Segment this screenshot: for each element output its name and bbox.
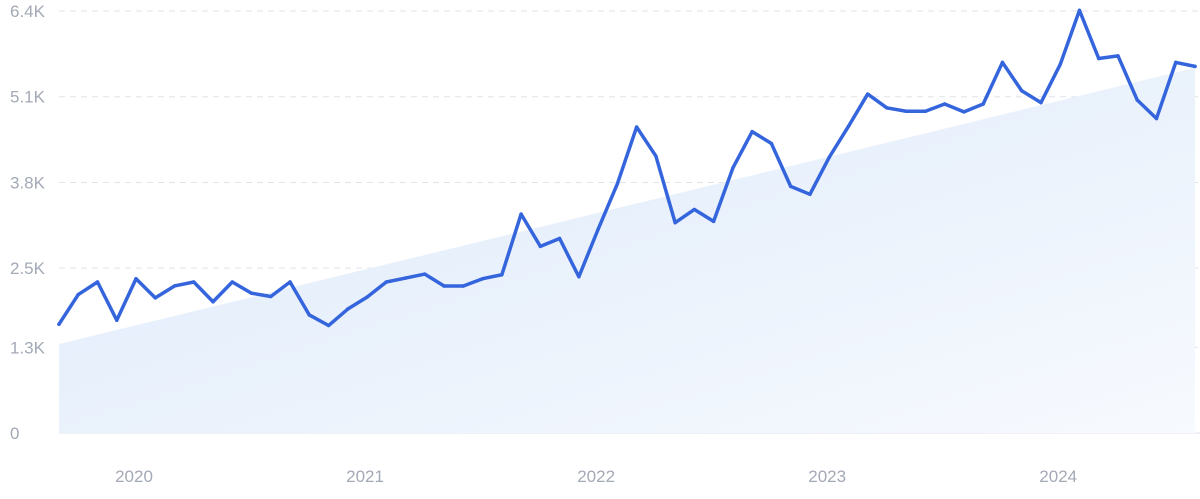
line-layer <box>57 8 1197 328</box>
data-point <box>500 273 504 277</box>
y-tick-label: 2.5K <box>10 259 46 278</box>
data-point <box>365 295 369 299</box>
data-point <box>557 236 562 241</box>
data-point <box>885 106 889 110</box>
data-point <box>1116 54 1120 58</box>
data-point <box>288 280 292 284</box>
data-point <box>962 110 966 114</box>
x-tick-label: 2021 <box>346 467 384 486</box>
data-point <box>808 192 812 197</box>
data-point <box>1154 116 1159 121</box>
data-point <box>711 219 716 224</box>
data-point <box>654 154 658 158</box>
data-point <box>423 272 427 276</box>
data-point <box>1000 60 1005 65</box>
data-point <box>192 280 196 284</box>
data-point <box>442 284 446 288</box>
data-point <box>115 318 119 322</box>
data-point <box>326 323 331 328</box>
x-tick-label: 2024 <box>1039 467 1077 486</box>
data-point <box>211 300 215 304</box>
data-point <box>384 280 389 284</box>
data-point <box>1135 98 1139 102</box>
data-point <box>692 207 697 212</box>
y-tick-label: 6.4K <box>10 2 46 21</box>
x-tick-label: 2022 <box>577 467 615 486</box>
data-point <box>57 322 61 326</box>
data-point <box>346 307 350 311</box>
data-point <box>1058 62 1062 67</box>
data-point <box>865 92 870 96</box>
points-layer <box>57 8 1197 328</box>
data-point <box>134 276 138 281</box>
y-tick-label: 1.3K <box>10 338 46 357</box>
data-point <box>1096 56 1101 61</box>
data-point <box>904 109 908 113</box>
data-point <box>923 109 928 113</box>
data-point <box>634 125 639 129</box>
data-point <box>750 129 754 134</box>
data-point <box>480 276 485 281</box>
data-point <box>519 212 523 216</box>
data-point <box>615 182 620 186</box>
data-point <box>673 220 677 225</box>
trend-area <box>59 67 1195 434</box>
data-point <box>538 244 543 249</box>
trend-layer <box>59 67 1195 434</box>
data-point <box>307 313 312 317</box>
data-point <box>846 124 851 129</box>
data-point <box>981 102 985 106</box>
data-point <box>95 280 100 284</box>
data-point <box>942 102 947 106</box>
data-point <box>76 292 80 297</box>
y-tick-label: 3.8K <box>10 173 46 192</box>
y-tick-label: 5.1K <box>10 88 46 107</box>
data-point <box>577 274 581 279</box>
data-point <box>172 284 177 288</box>
x-axis-ticks: 2020 2021 2022 2023 2024 <box>115 467 1077 486</box>
y-axis-ticks: 0 1.3K 2.5K 3.8K 5.1K 6.4K <box>10 2 46 443</box>
data-point <box>827 155 831 160</box>
search-volume-line <box>57 8 1197 328</box>
data-point <box>249 291 254 295</box>
data-point <box>1077 8 1082 13</box>
data-point <box>1193 64 1197 69</box>
x-tick-label: 2023 <box>808 467 846 486</box>
x-tick-label: 2020 <box>115 467 153 486</box>
data-point <box>403 276 408 280</box>
y-tick-label: 0 <box>10 424 19 443</box>
data-point <box>731 166 735 170</box>
data-point <box>596 227 600 231</box>
data-point <box>769 141 774 146</box>
data-point <box>1174 60 1178 65</box>
data-point <box>269 294 273 299</box>
data-point <box>1019 89 1024 93</box>
data-point <box>788 184 793 189</box>
data-point <box>230 280 235 284</box>
data-point <box>153 296 158 300</box>
data-point <box>1039 100 1043 105</box>
data-point <box>461 284 466 288</box>
